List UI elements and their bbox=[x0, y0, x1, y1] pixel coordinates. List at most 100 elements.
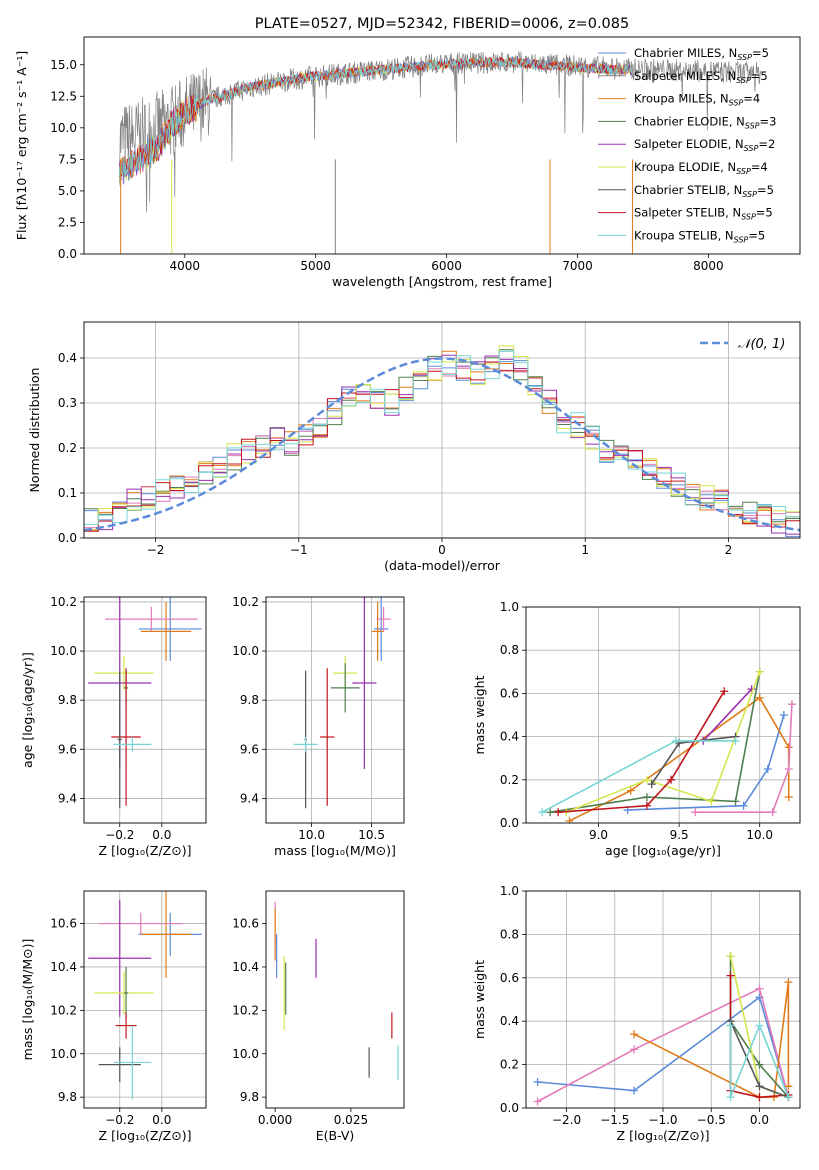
weight-marker bbox=[755, 667, 764, 676]
weight-marker bbox=[642, 801, 651, 810]
plot-area bbox=[118, 50, 762, 254]
weight-marker bbox=[707, 797, 716, 806]
errorbar-point bbox=[117, 670, 122, 809]
weight-marker bbox=[533, 1097, 542, 1106]
weight-marker bbox=[642, 775, 651, 784]
weight-series-7 bbox=[726, 1021, 793, 1102]
weight-line bbox=[558, 690, 725, 813]
weight-line bbox=[537, 987, 790, 1103]
axes-frame bbox=[83, 36, 801, 255]
x-tick-label: −2.0 bbox=[552, 1113, 581, 1127]
y-tick-label: 5.0 bbox=[58, 184, 77, 198]
errorbar-point bbox=[123, 966, 129, 1020]
weight-marker bbox=[538, 808, 547, 817]
x-tick-label: 6000 bbox=[431, 259, 462, 273]
errorbar-point bbox=[111, 668, 141, 806]
y-tick-label: 10.0 bbox=[50, 121, 77, 135]
y-axis-label: Normed distribution bbox=[27, 368, 42, 493]
y-tick-label: 10.0 bbox=[50, 644, 77, 658]
y-tick-label: 9.4 bbox=[58, 791, 77, 805]
y-tick-label: 9.8 bbox=[240, 693, 259, 707]
weight-series-6 bbox=[554, 687, 729, 817]
y-tick-label: 9.6 bbox=[240, 742, 259, 756]
y-tick-label: 0.3 bbox=[58, 396, 77, 410]
y-tick-label: 10.2 bbox=[232, 1003, 259, 1017]
y-tick-label: 2.5 bbox=[58, 215, 77, 229]
weight-series-0 bbox=[623, 711, 788, 815]
errorbar-point bbox=[113, 737, 152, 752]
y-tick-label: 10.4 bbox=[232, 960, 259, 974]
weight-series-5 bbox=[562, 667, 764, 817]
axes-frame bbox=[83, 596, 207, 824]
weight-line bbox=[695, 704, 793, 813]
y-tick-label: 10.0 bbox=[232, 644, 259, 658]
weight-series-1 bbox=[533, 984, 793, 1106]
errorbar-point bbox=[105, 606, 198, 632]
weight-marker bbox=[755, 984, 764, 993]
x-axis-label: Z [log₁₀(Z/Z⊙)] bbox=[617, 1128, 710, 1143]
weight-line bbox=[550, 671, 761, 813]
plot-area bbox=[533, 952, 793, 1106]
x-axis-label: (data-model)/error bbox=[384, 558, 501, 573]
weight-series-2 bbox=[691, 700, 796, 817]
weight-marker bbox=[731, 736, 740, 745]
y-tick-label: 15.0 bbox=[50, 58, 77, 72]
x-tick-label: 2 bbox=[725, 543, 733, 557]
weight-marker bbox=[565, 816, 574, 823]
weight-series-8 bbox=[538, 736, 740, 817]
weight-marker bbox=[642, 793, 651, 802]
errorbar-point bbox=[374, 597, 389, 661]
plot-area bbox=[293, 597, 391, 809]
weight-marker bbox=[787, 700, 796, 709]
legend-label: Salpeter STELIB, NSSP=5 bbox=[634, 206, 773, 222]
axes-frame bbox=[265, 890, 405, 1109]
errorbar-point bbox=[320, 668, 335, 806]
y-tick-label: 7.5 bbox=[58, 152, 77, 166]
weight-marker bbox=[726, 971, 735, 980]
errorbar-point bbox=[98, 1047, 141, 1082]
weight-marker bbox=[769, 1093, 778, 1102]
weight-line bbox=[702, 688, 753, 742]
histogram-series-4 bbox=[84, 354, 800, 535]
y-tick-label: 10.6 bbox=[50, 917, 77, 931]
x-tick-label: 9.5 bbox=[670, 828, 689, 842]
errorbar-point bbox=[140, 891, 192, 978]
plot-area bbox=[88, 597, 202, 809]
errorbar-point bbox=[94, 655, 154, 691]
weight-marker bbox=[691, 808, 700, 817]
weight-marker bbox=[768, 808, 777, 817]
weight-marker bbox=[755, 1082, 764, 1091]
weight-line bbox=[537, 995, 790, 1098]
axes-frame bbox=[265, 596, 405, 824]
x-axis-label: mass [log₁₀(M/M⊙)] bbox=[274, 843, 396, 858]
y-tick-label: 0.2 bbox=[500, 773, 519, 787]
y-axis-label: mass [log₁₀(M/M⊙)] bbox=[20, 939, 35, 1061]
weight-marker bbox=[726, 1093, 735, 1102]
plot-area bbox=[274, 901, 399, 1080]
weight-marker bbox=[763, 765, 772, 773]
x-tick-label: 10.5 bbox=[358, 828, 385, 842]
histogram-series-7 bbox=[84, 350, 800, 525]
weight-marker bbox=[784, 765, 793, 773]
panel-weight_vs_Z: −2.0 −1.5 −1.0 −0.5 0.0 0.0 0.2 0.4 0.6 0.8 1.0 Z [… bbox=[472, 884, 801, 1143]
y-tick-label: 9.6 bbox=[58, 742, 77, 756]
y-tick-label: 1.0 bbox=[500, 600, 519, 614]
weight-line bbox=[541, 740, 736, 813]
weight-marker bbox=[667, 775, 676, 784]
y-tick-label: 1.0 bbox=[500, 884, 519, 898]
errorbar-point bbox=[88, 899, 152, 1017]
y-tick-label: 0.0 bbox=[58, 531, 77, 545]
y-axis-label: mass weight bbox=[472, 960, 487, 1039]
weight-marker bbox=[731, 797, 740, 806]
weight-marker bbox=[784, 1082, 793, 1091]
axes-frame bbox=[83, 321, 801, 539]
y-tick-label: 0.0 bbox=[500, 1101, 519, 1115]
y-tick-label: 0.2 bbox=[500, 1058, 519, 1072]
x-tick-label: 5000 bbox=[300, 259, 331, 273]
panel-mass_vs_Z: −0.2 0.0 9.8 10.0 10.2 10.4 10.6 Z [log₁₀(Z/Z⊙)… bbox=[20, 890, 207, 1143]
errorbar-point bbox=[113, 1025, 152, 1100]
x-tick-label: −2 bbox=[147, 543, 165, 557]
panel-weight_vs_age: 9.0 9.5 10.0 0.0 0.2 0.4 0.6 0.8 1.0 age [log₁₀(a… bbox=[472, 600, 801, 858]
y-tick-label: 0.1 bbox=[58, 486, 77, 500]
